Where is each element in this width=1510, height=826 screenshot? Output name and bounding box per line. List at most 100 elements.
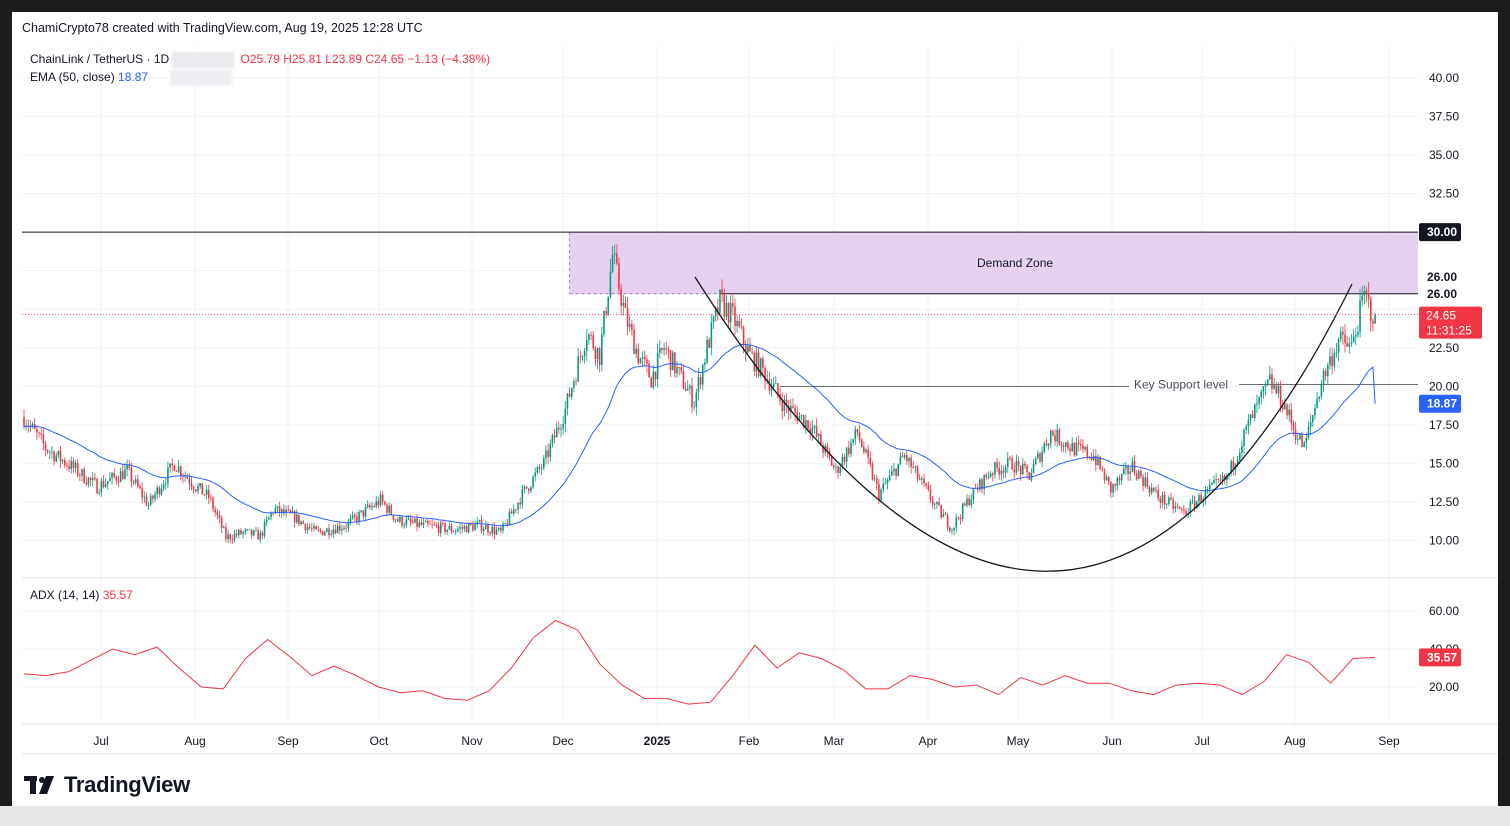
candle-body (396, 519, 399, 522)
candle-body (130, 467, 133, 482)
candle-body (124, 469, 126, 480)
candle-body (575, 381, 577, 383)
candle-body (1090, 457, 1093, 460)
candle-body (1168, 497, 1170, 504)
candle-body (568, 393, 571, 397)
candle-body (1150, 487, 1153, 493)
candle-body (1148, 486, 1151, 493)
candle-body (1262, 386, 1265, 392)
candle-body (270, 512, 272, 518)
price-tick-label: 32.50 (1429, 187, 1459, 201)
candle-body (472, 524, 474, 531)
candle-body (1056, 429, 1058, 442)
candle-body (238, 529, 240, 536)
candle-body (392, 514, 395, 520)
close-value: C24.65 (365, 52, 405, 66)
chart-frame: ChamiCrypto78 created with TradingView.c… (12, 12, 1498, 818)
time-tick-label: Aug (1284, 734, 1305, 748)
candle-body (777, 383, 779, 395)
candle-body (966, 498, 968, 506)
candle-body (863, 446, 865, 453)
candle-body (721, 289, 723, 295)
candle-body (953, 527, 955, 531)
candle-body (888, 475, 891, 481)
price-label-26a-text: 26.00 (1427, 270, 1457, 284)
ema-label[interactable]: EMA (50, close) (30, 70, 115, 84)
adx-label[interactable]: ADX (14, 14) (30, 588, 100, 602)
candle-body (1006, 458, 1009, 467)
candle-body (901, 456, 904, 458)
candle-body (869, 457, 872, 465)
candle-body (547, 450, 549, 457)
candle-body (377, 500, 380, 506)
price-tick-label: 35.00 (1429, 148, 1459, 162)
candle-body (890, 471, 893, 476)
candle-body (253, 530, 255, 536)
candle-body (407, 518, 410, 520)
candle-body (837, 466, 839, 473)
candle-body (343, 527, 345, 530)
candle-body (55, 455, 58, 462)
chart-canvas[interactable]: Demand Zone Key Support level 10.00 12.50 15… (12, 12, 1498, 818)
candle-body (880, 489, 882, 501)
candle-body (418, 522, 421, 527)
candles (23, 244, 1376, 544)
candle-body (347, 521, 350, 528)
candle-body (532, 476, 534, 488)
candle-body (860, 439, 863, 447)
candle-body (433, 524, 436, 526)
candle-body (506, 523, 509, 525)
candle-body (450, 526, 453, 532)
candle-body (805, 420, 807, 428)
candle-body (560, 428, 562, 430)
candle-body (661, 347, 663, 351)
candle-body (283, 509, 285, 514)
candle-body (1266, 379, 1269, 385)
price-tick-label: 17.50 (1429, 418, 1459, 432)
time-tick-label: Aug (184, 734, 205, 748)
candle-body (85, 482, 88, 485)
candle-body (1348, 343, 1351, 347)
candle-body (104, 483, 107, 487)
candle-body (635, 348, 637, 355)
candle-body (1140, 470, 1142, 477)
candle-body (222, 527, 225, 529)
candle-body (229, 534, 232, 540)
candle-body (373, 506, 375, 507)
candle-body (405, 519, 408, 526)
candle-body (1191, 500, 1194, 502)
candle-body (1335, 352, 1338, 354)
candle-body (1142, 476, 1144, 487)
candle-body (360, 510, 363, 513)
candle-body (137, 479, 139, 487)
candle-body (558, 427, 560, 430)
candle-body (83, 469, 85, 483)
candle-body (1344, 334, 1346, 343)
candle-body (1159, 498, 1162, 503)
candle-body (613, 253, 616, 255)
candle-body (414, 518, 416, 523)
price-label-30-bg (1419, 223, 1461, 242)
candle-body (751, 351, 753, 353)
candle-body (723, 294, 726, 317)
candle-body (424, 520, 427, 523)
candle-body (1019, 465, 1022, 475)
candle-body (1217, 479, 1220, 480)
candle-body (89, 477, 92, 481)
ema-row: EMA (50, close) 18.87 (30, 68, 490, 86)
symbol-name[interactable]: ChainLink / TetherUS · 1D (30, 52, 170, 66)
candle-body (1118, 478, 1121, 481)
candle-body (459, 527, 461, 529)
tradingview-brand[interactable]: TradingView (24, 772, 190, 798)
candle-body (1318, 396, 1321, 399)
candle-body (639, 358, 642, 364)
candle-body (491, 526, 494, 534)
candle-body (736, 320, 738, 326)
candle-body (1097, 456, 1099, 466)
candle-body (903, 454, 906, 458)
candle-body (364, 507, 367, 517)
candle-body (755, 352, 758, 372)
candle-body (1303, 442, 1306, 448)
candle-body (747, 345, 749, 353)
candle-body (775, 383, 777, 385)
